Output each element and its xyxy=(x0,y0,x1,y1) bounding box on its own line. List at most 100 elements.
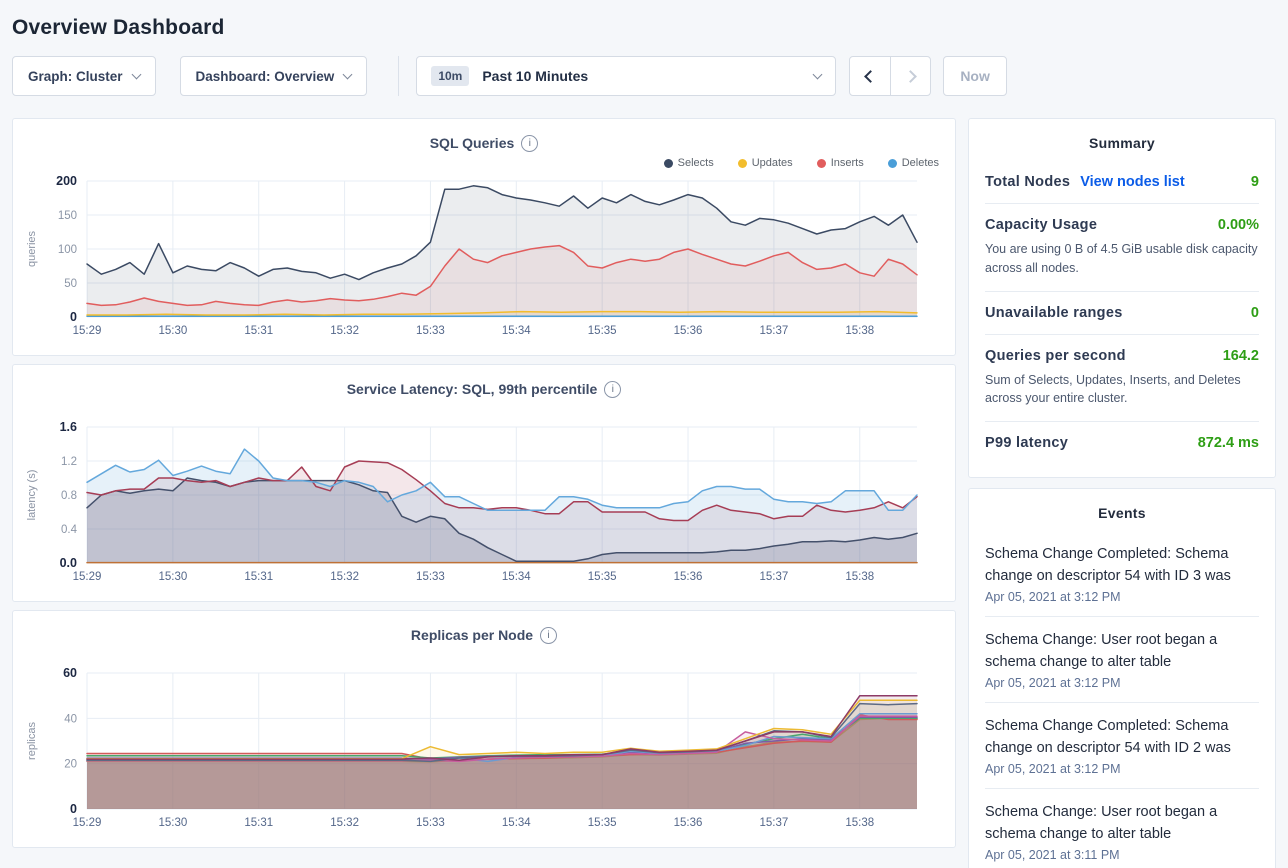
summary-label: Capacity Usage xyxy=(985,217,1098,233)
summary-row: Total Nodes View nodes list 9 xyxy=(985,161,1259,203)
time-range-label: Past 10 Minutes xyxy=(482,68,589,84)
svg-text:15:31: 15:31 xyxy=(244,817,273,829)
event-time: Apr 05, 2021 at 3:12 PM xyxy=(985,590,1121,604)
time-pager xyxy=(849,56,932,96)
summary-label: P99 latency xyxy=(985,435,1069,451)
legend-item: Deletes xyxy=(887,157,939,169)
nodes-list-link[interactable]: View nodes list xyxy=(1080,174,1185,190)
time-range-picker[interactable]: 10m Past 10 Minutes xyxy=(416,56,837,96)
service-latency-chart[interactable]: 0.0 0.4 0.8 1.2 1.6 15:29 15:30 15:31 15:32 15:33… xyxy=(21,419,941,587)
svg-text:150: 150 xyxy=(58,210,77,222)
svg-text:1.6: 1.6 xyxy=(60,420,77,434)
dashboard-dropdown[interactable]: Dashboard: Overview xyxy=(179,56,368,96)
next-range-button[interactable] xyxy=(890,57,930,95)
graph-dropdown[interactable]: Graph: Cluster xyxy=(12,56,156,96)
svg-text:50: 50 xyxy=(64,278,77,290)
event-time: Apr 05, 2021 at 3:11 PM xyxy=(985,848,1120,862)
events-title: Events xyxy=(1098,505,1146,521)
svg-text:15:33: 15:33 xyxy=(416,817,445,829)
summary-desc: You are using 0 B of 4.5 GiB usable disk… xyxy=(985,242,1258,275)
svg-text:15:29: 15:29 xyxy=(73,817,102,829)
svg-text:100: 100 xyxy=(58,244,77,256)
event-item: Schema Change Completed: Schema change o… xyxy=(985,702,1259,788)
svg-text:15:34: 15:34 xyxy=(502,817,531,829)
svg-text:15:35: 15:35 xyxy=(588,571,617,583)
svg-text:latency (s): latency (s) xyxy=(26,470,38,521)
chevron-right-icon xyxy=(904,69,918,83)
event-text: Schema Change: User root began a schema … xyxy=(985,804,1218,842)
svg-text:15:30: 15:30 xyxy=(158,325,187,337)
svg-text:15:37: 15:37 xyxy=(760,817,789,829)
svg-text:15:29: 15:29 xyxy=(73,571,102,583)
summary-value: 872.4 ms xyxy=(1197,435,1259,451)
info-icon[interactable] xyxy=(540,626,558,644)
info-icon[interactable] xyxy=(604,380,622,398)
event-text: Schema Change: User root began a schema … xyxy=(985,632,1218,670)
svg-text:15:35: 15:35 xyxy=(588,817,617,829)
chevron-down-icon xyxy=(342,69,353,79)
svg-text:15:37: 15:37 xyxy=(760,571,789,583)
svg-text:0.4: 0.4 xyxy=(61,524,78,536)
legend-item: Selects xyxy=(663,157,714,169)
svg-text:0: 0 xyxy=(70,802,77,816)
summary-row: Capacity Usage 0.00% You are using 0 B of … xyxy=(985,203,1259,291)
summary-desc: Sum of Selects, Updates, Inserts, and De… xyxy=(985,372,1241,406)
svg-text:15:32: 15:32 xyxy=(330,325,359,337)
svg-text:15:29: 15:29 xyxy=(73,325,102,337)
event-item: Schema Change Completed: Schema change o… xyxy=(985,531,1259,616)
svg-text:15:36: 15:36 xyxy=(674,817,703,829)
chevron-down-icon xyxy=(812,69,823,79)
chart-title: Replicas per Node xyxy=(410,627,534,643)
svg-text:0.0: 0.0 xyxy=(60,556,77,570)
charts-column: SQL Queries Selects Updates Inserts Deletes… xyxy=(12,118,956,856)
summary-value: 164.2 xyxy=(1222,347,1259,364)
service-latency-card: Service Latency: SQL, 99th percentile 0.… xyxy=(12,364,956,602)
dashboard-dropdown-label: Dashboard: Overview xyxy=(195,68,335,84)
event-item: Schema Change: User root began a schema … xyxy=(985,616,1259,702)
summary-title: Summary xyxy=(1089,135,1155,151)
page-title: Overview Dashboard xyxy=(12,16,225,39)
svg-text:15:35: 15:35 xyxy=(588,325,617,337)
summary-row: P99 latency 872.4 ms xyxy=(985,421,1259,464)
chart-legend: Selects Updates Inserts Deletes xyxy=(13,153,955,173)
divider xyxy=(398,56,400,96)
svg-text:15:36: 15:36 xyxy=(674,571,703,583)
event-text: Schema Change Completed: Schema change o… xyxy=(985,718,1231,756)
svg-text:0: 0 xyxy=(70,310,77,324)
svg-text:replicas: replicas xyxy=(26,722,38,760)
graph-dropdown-label: Graph: Cluster xyxy=(28,68,123,84)
chart-title: SQL Queries xyxy=(429,135,515,151)
summary-value: 9 xyxy=(1250,174,1259,190)
summary-label: Queries per second xyxy=(985,347,1126,364)
event-time: Apr 05, 2021 at 3:12 PM xyxy=(985,762,1121,776)
svg-text:15:33: 15:33 xyxy=(416,325,445,337)
svg-text:15:37: 15:37 xyxy=(760,325,789,337)
summary-row: Unavailable ranges 0 xyxy=(985,290,1259,334)
sql-queries-card: SQL Queries Selects Updates Inserts Deletes… xyxy=(12,118,956,356)
svg-text:15:31: 15:31 xyxy=(244,571,273,583)
summary-value: 0 xyxy=(1250,304,1259,321)
replicas-per-node-chart[interactable]: 0 20 40 60 15:29 15:30 15:31 15:32 15:33 15:34 15:… xyxy=(21,665,941,833)
svg-text:40: 40 xyxy=(64,713,77,725)
legend-dot-icon xyxy=(816,158,826,168)
svg-text:15:34: 15:34 xyxy=(502,325,531,337)
svg-text:15:31: 15:31 xyxy=(244,325,273,337)
svg-text:0.8: 0.8 xyxy=(61,490,77,502)
events-panel: Events Schema Change Completed: Schema c… xyxy=(968,488,1276,868)
info-icon[interactable] xyxy=(521,134,539,152)
svg-text:60: 60 xyxy=(63,666,77,680)
prev-range-button[interactable] xyxy=(850,57,890,95)
svg-text:200: 200 xyxy=(56,174,77,188)
sql-queries-chart[interactable]: 0 50 100 150 200 15:29 15:30 15:31 15:32 15:33 15:… xyxy=(21,173,941,341)
replicas-per-node-card: Replicas per Node 0 20 40 60 15:29 15:30 15:31… xyxy=(12,610,956,848)
svg-text:15:33: 15:33 xyxy=(416,571,445,583)
svg-text:15:32: 15:32 xyxy=(330,571,359,583)
time-range-badge: 10m xyxy=(431,66,470,86)
svg-text:15:32: 15:32 xyxy=(330,817,359,829)
now-button[interactable]: Now xyxy=(943,56,1007,96)
svg-text:15:38: 15:38 xyxy=(845,325,874,337)
svg-text:20: 20 xyxy=(64,759,77,771)
legend-dot-icon xyxy=(663,158,673,168)
event-text: Schema Change Completed: Schema change o… xyxy=(985,546,1231,584)
chart-title: Service Latency: SQL, 99th percentile xyxy=(346,381,598,397)
